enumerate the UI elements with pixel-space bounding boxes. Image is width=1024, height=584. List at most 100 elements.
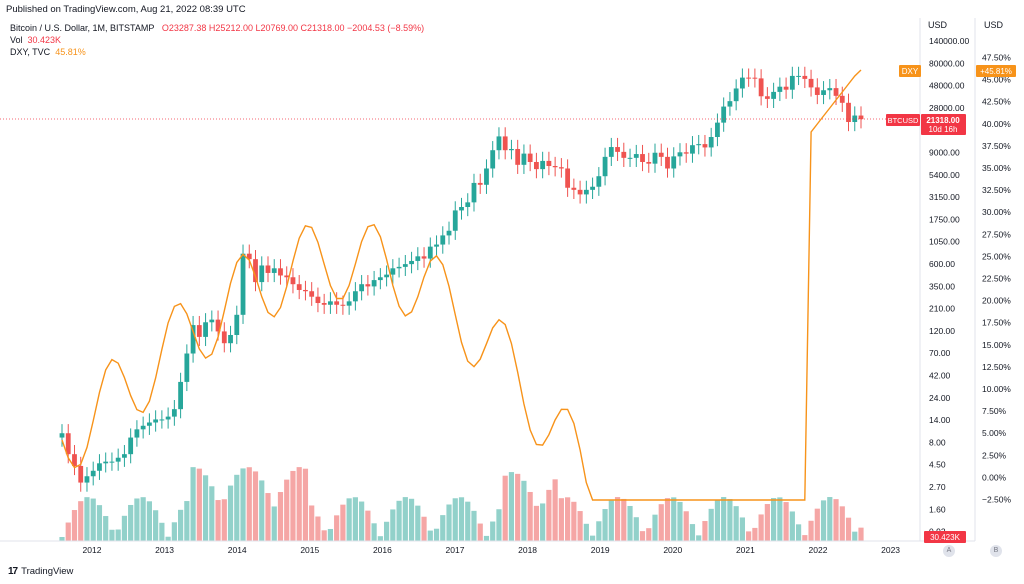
volume-bar [764,504,770,541]
candle-body [184,353,190,382]
percent-tick-label: 27.50% [982,229,1011,239]
percent-tick-label: 15.00% [982,340,1011,350]
candle-body [434,244,439,247]
candle-body [396,266,402,269]
candle-body [259,265,265,283]
candle-series [59,66,864,492]
candle-body [115,457,121,462]
log-scale-button[interactable]: B [990,545,1002,557]
candle-body [515,148,521,165]
legend-dxy-row[interactable]: DXY, TVC 45.81% [10,46,424,58]
candle-body [683,152,689,154]
candle-body [209,319,215,323]
percent-axis[interactable]: 47.50% 45.00% 42.50% 40.00% 37.50% 35.00% 32.5… [982,53,1012,505]
candle-body [415,256,421,261]
candle-body [90,470,96,477]
price-tick-label: 70.00 [929,348,951,358]
candle-body [228,334,233,344]
candle-body [328,301,333,305]
candle-body [527,153,533,162]
percent-tick-label: 5.00% [982,428,1007,438]
candle-body [658,152,664,157]
volume-bar [321,530,327,541]
volume-bar [421,516,427,541]
volume-bar [290,470,296,541]
volume-bar [546,489,552,541]
dxy-badge-value: +45.81% [980,67,1012,76]
volume-bar [708,508,714,541]
volume-bar [159,522,165,541]
price-tick-label: 42.00 [929,371,951,381]
volume-bar [365,510,371,541]
candle-body [290,277,296,285]
time-tick-label: 2013 [155,545,174,555]
percent-tick-label: 22.50% [982,274,1011,284]
candle-body [315,296,321,304]
candle-body [590,186,595,190]
volume-bar [733,506,739,541]
candle-body [558,167,564,169]
candle-body [365,284,371,287]
candle-body [814,87,820,95]
candle-body [296,284,302,290]
volume-bar [390,509,396,541]
candle-body [764,96,770,99]
volume-bar [839,506,845,541]
percent-tick-label: 7.50% [982,406,1007,416]
candle-body [284,275,290,278]
volume-bar [259,480,265,541]
volume-bar [121,515,128,541]
percent-tick-label: 40.00% [982,119,1011,129]
legend-main-row[interactable]: Bitcoin / U.S. Dollar, 1M, BITSTAMP O232… [10,22,424,34]
candle-body [122,454,127,458]
volume-bar [146,501,152,541]
candle-body [452,210,458,231]
volume-bar [408,498,415,541]
volume-bar [527,491,533,541]
auto-scale-button[interactable]: A [943,545,955,557]
volume-bar [165,536,171,541]
candle-body [309,291,315,297]
volume-bar [296,467,302,541]
candle-body [471,182,477,203]
volume-bar [65,522,71,541]
volume-bar [515,473,521,541]
price-axis[interactable]: 140000.0080000.0048000.0028000.0016000.0… [929,36,969,537]
candle-body [758,78,764,97]
volume-bar [721,497,727,541]
candle-body [796,75,801,77]
time-axis[interactable]: 2012 2013 2014 2015 2016 2017 2018 2019 2020 2021… [83,545,901,555]
volume-bar [664,498,671,541]
candle-body [459,207,464,211]
volume-bar [115,529,121,541]
volume-bar [808,520,814,541]
volume-bar [109,529,115,541]
price-tick-label: 350.00 [929,281,955,291]
price-tick-label: 48000.00 [929,81,965,91]
volume-bar [614,497,621,541]
legend-vol-label: Vol [10,35,23,45]
volume-bar [402,497,408,541]
percent-tick-label: 25.00% [982,251,1011,261]
volume-bar [683,511,689,541]
footer-brand[interactable]: 17 TradingView [8,566,73,577]
candle-body [577,189,583,195]
volume-histogram [59,467,864,541]
candle-body [521,153,527,165]
candle-body [621,151,627,158]
time-tick-label: 2021 [736,545,755,555]
legend-vol-row[interactable]: Vol 30.423K [10,34,424,46]
candle-body [839,95,845,103]
volume-bar [858,527,864,541]
candle-body [546,160,552,167]
candle-body [303,289,308,292]
price-tick-label: 3150.00 [929,192,960,202]
volume-bar [777,497,783,541]
candle-body [846,102,851,123]
volume-bar [84,497,90,541]
volume-bar [209,486,215,541]
price-tick-label: 120.00 [929,326,955,336]
percent-tick-label: 12.50% [982,362,1011,372]
btc-badge-tag: BTCUSD [888,116,919,125]
